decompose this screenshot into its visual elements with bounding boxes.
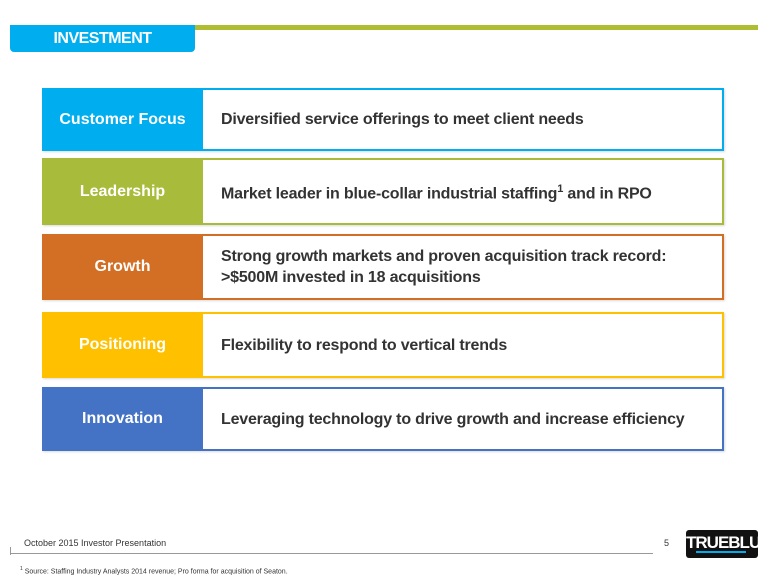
page-title: INVESTMENT HIGHLIGHTS <box>10 25 195 74</box>
footnote: 1 Source: Staffing Industry Analysts 201… <box>20 566 288 575</box>
footer-divider-tick <box>10 547 11 555</box>
footer-divider <box>10 553 653 554</box>
footnote-ref: 1 <box>557 182 564 195</box>
highlight-row-positioning: Positioning Flexibility to respond to ve… <box>42 312 724 378</box>
logo-text: TRUEBLUE <box>686 533 772 552</box>
row-label: Growth <box>42 234 203 300</box>
row-text: Diversified service offerings to meet cl… <box>203 88 724 151</box>
page-number: 5 <box>664 538 670 548</box>
row-text: Leveraging technology to drive growth an… <box>203 387 724 451</box>
title-rule <box>195 25 758 30</box>
highlight-row-innovation: Innovation Leveraging technology to driv… <box>42 387 724 451</box>
row-text-after: and in RPO <box>563 185 652 203</box>
highlight-row-growth: Growth Strong growth markets and proven … <box>42 234 724 300</box>
row-label: Customer Focus <box>42 88 203 151</box>
highlight-row-customer-focus: Customer Focus Diversified service offer… <box>42 88 724 151</box>
row-text: Market leader in blue-collar industrial … <box>203 158 724 225</box>
row-text: Flexibility to respond to vertical trend… <box>203 312 724 378</box>
row-text-main: Market leader in blue-collar industrial … <box>221 185 558 203</box>
logo-underline <box>696 551 746 553</box>
row-text: Strong growth markets and proven acquisi… <box>203 234 724 300</box>
footnote-text: Source: Staffing Industry Analysts 2014 … <box>24 568 288 576</box>
trueblue-logo: TRUEBLUE <box>686 530 772 558</box>
presentation-label: October 2015 Investor Presentation <box>24 538 167 548</box>
row-label: Positioning <box>42 312 203 378</box>
highlight-row-leadership: Leadership Market leader in blue-collar … <box>42 158 724 225</box>
footnote-mark: 1 <box>20 566 23 572</box>
row-label: Innovation <box>42 387 203 451</box>
row-label: Leadership <box>42 158 203 225</box>
